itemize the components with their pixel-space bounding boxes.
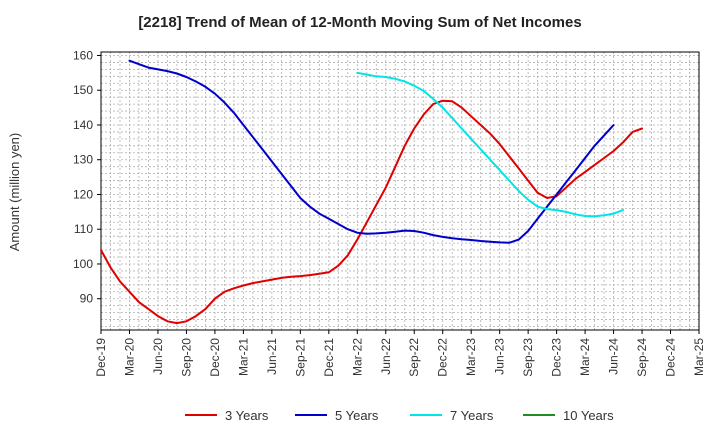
plot-frame bbox=[100, 51, 700, 331]
x-tick-label: Jun-23 bbox=[493, 338, 507, 375]
x-tick-label: Mar-24 bbox=[578, 338, 592, 376]
y-tick-label: 140 bbox=[73, 118, 93, 132]
x-tick-label: Sep-21 bbox=[293, 338, 307, 377]
series-line-7-years bbox=[356, 71, 625, 218]
chart-title: [2218] Trend of Mean of 12-Month Moving … bbox=[138, 14, 582, 31]
series-line-5-years bbox=[128, 59, 615, 244]
x-tick-label: Dec-21 bbox=[322, 338, 336, 377]
legend-label: 7 Years bbox=[450, 408, 494, 423]
y-tick-label: 110 bbox=[74, 222, 93, 236]
x-tick-label: Dec-24 bbox=[664, 338, 678, 377]
x-tick-label: Jun-20 bbox=[151, 338, 165, 375]
legend: 3 Years 5 Years 7 Years 10 Years bbox=[185, 408, 614, 423]
y-tick-label: 100 bbox=[73, 257, 93, 271]
x-tick-label: Mar-23 bbox=[464, 338, 478, 376]
y-tick-label: 90 bbox=[80, 292, 94, 306]
x-tick-label: Sep-22 bbox=[407, 338, 421, 377]
plot-area bbox=[101, 52, 699, 330]
grid-layer bbox=[100, 52, 700, 330]
x-tick-label: Sep-24 bbox=[635, 338, 649, 377]
legend-label: 5 Years bbox=[335, 408, 379, 423]
x-tick-label: Sep-20 bbox=[179, 338, 193, 377]
x-tick-label: Mar-21 bbox=[236, 338, 250, 376]
axis-layer: 90 100 110 120 130 140 150 160 Dec-19 Mar-20 Jun-2… bbox=[73, 48, 706, 376]
x-tick-label: Jun-21 bbox=[265, 338, 279, 375]
x-tick-label: Dec-22 bbox=[436, 338, 450, 377]
x-tick-label: Dec-19 bbox=[94, 338, 108, 377]
x-tick-label: Mar-20 bbox=[122, 338, 136, 376]
x-tick-label: Sep-23 bbox=[521, 338, 535, 377]
x-tick-label: Mar-25 bbox=[692, 338, 706, 376]
series-line-3-years bbox=[100, 99, 643, 325]
y-tick-label: 120 bbox=[73, 187, 93, 201]
y-axis-label: Amount (million yen) bbox=[7, 133, 22, 252]
series-layer bbox=[100, 59, 643, 325]
x-tick-label: Mar-22 bbox=[350, 338, 364, 376]
y-tick-label: 160 bbox=[73, 48, 93, 62]
x-tick-label: Dec-20 bbox=[208, 338, 222, 377]
y-tick-label: 130 bbox=[73, 153, 93, 167]
x-tick-label: Dec-23 bbox=[550, 338, 564, 377]
legend-label: 3 Years bbox=[225, 408, 269, 423]
x-tick-label: Jun-22 bbox=[379, 338, 393, 375]
y-tick-label: 150 bbox=[73, 83, 93, 97]
x-tick-label: Jun-24 bbox=[607, 338, 621, 375]
legend-label: 10 Years bbox=[563, 408, 614, 423]
